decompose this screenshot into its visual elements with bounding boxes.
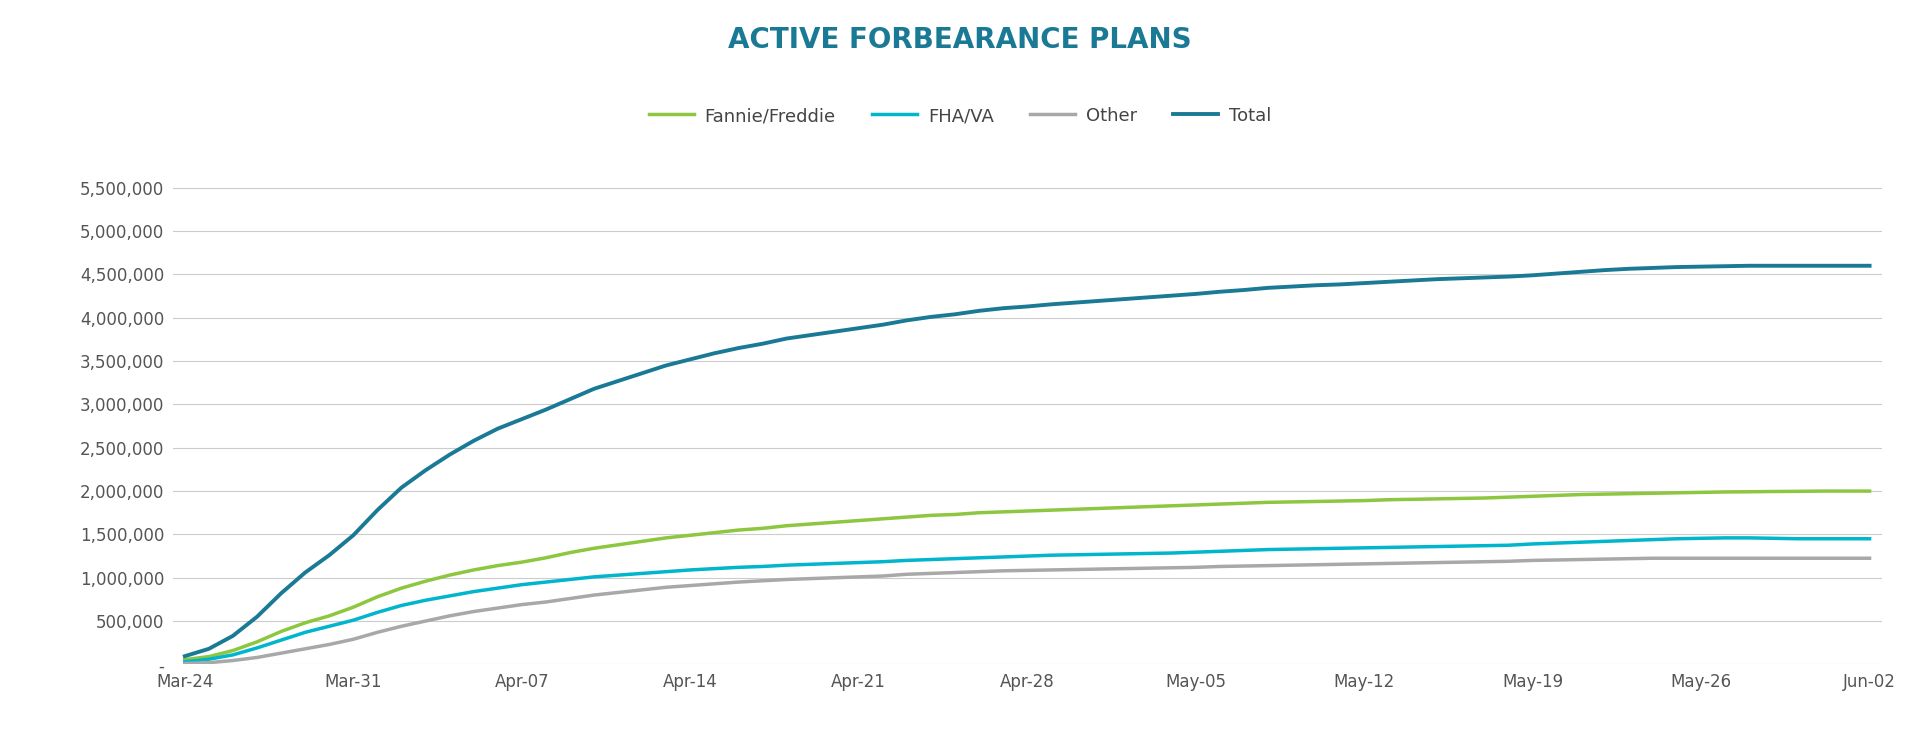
Text: ACTIVE FORBEARANCE PLANS: ACTIVE FORBEARANCE PLANS [728, 26, 1192, 54]
Legend: Fannie/Freddie, FHA/VA, Other, Total: Fannie/Freddie, FHA/VA, Other, Total [641, 100, 1279, 132]
